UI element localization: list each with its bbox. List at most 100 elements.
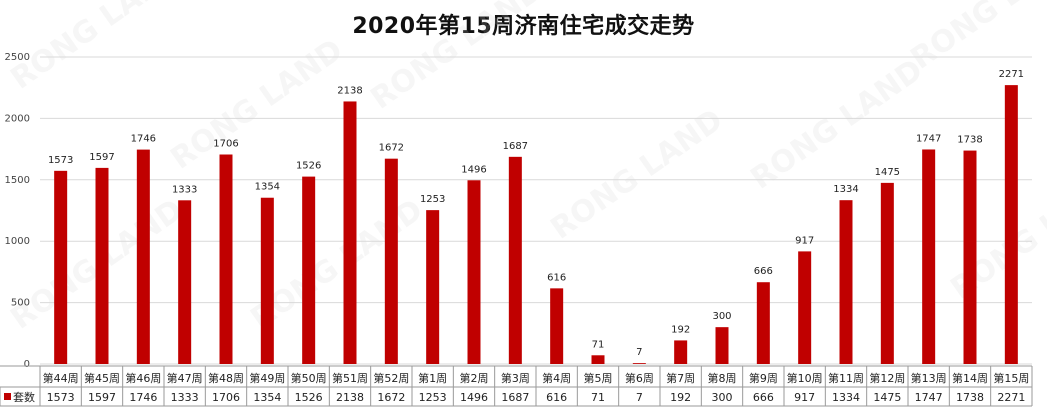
category-label: 第12周 (869, 371, 905, 385)
category-label: 第13周 (911, 371, 947, 385)
category-label: 第5周 (584, 371, 613, 385)
y-tick-label: 500 (11, 298, 30, 309)
chart-title: 2020年第15周济南住宅成交走势 (352, 14, 695, 39)
table-value: 71 (591, 391, 605, 404)
category-label: 第15周 (993, 371, 1029, 385)
data-label: 616 (547, 272, 566, 283)
category-label: 第46周 (125, 371, 161, 385)
bar (54, 170, 68, 364)
data-label: 1573 (48, 155, 73, 166)
category-label: 第45周 (84, 371, 120, 385)
bar (880, 182, 894, 364)
y-tick-label: 1500 (5, 175, 30, 186)
bar (219, 154, 233, 364)
bar (343, 101, 357, 364)
watermark-logo: RONG LAND (545, 103, 730, 247)
category-label: 第49周 (249, 371, 285, 385)
data-label: 300 (712, 311, 731, 322)
table-value: 917 (794, 391, 815, 404)
watermark-logo: RONG LAND (165, 33, 350, 177)
data-label: 1496 (461, 164, 486, 175)
bar (550, 288, 564, 364)
table-value: 7 (636, 391, 643, 404)
y-tick-label: 2000 (5, 113, 30, 124)
y-tick-label: 0 (24, 359, 30, 370)
data-label: 917 (795, 235, 814, 246)
table-value: 1526 (295, 391, 323, 404)
data-label: 1475 (875, 167, 900, 178)
table-value: 1738 (956, 391, 984, 404)
table-value: 2138 (336, 391, 364, 404)
data-label: 1747 (916, 133, 941, 144)
category-label: 第52周 (373, 371, 409, 385)
category-label: 第3周 (501, 371, 530, 385)
data-label: 1738 (957, 135, 982, 146)
bar (963, 150, 977, 364)
bar (384, 158, 398, 364)
data-label: 192 (671, 324, 690, 335)
data-label: 1746 (131, 134, 156, 145)
table-value: 1475 (873, 391, 901, 404)
table-value: 1253 (419, 391, 447, 404)
category-label: 第8周 (708, 371, 737, 385)
data-label: 1333 (172, 184, 197, 195)
watermark-logo: RONG LAND (945, 163, 1047, 307)
table-value: 300 (712, 391, 733, 404)
category-label: 第51周 (332, 371, 368, 385)
data-label: 1672 (379, 143, 404, 154)
data-label: 666 (754, 266, 773, 277)
y-tick-label: 1000 (5, 236, 30, 247)
category-label: 第11周 (828, 371, 864, 385)
table-value: 666 (753, 391, 774, 404)
category-label: 第48周 (208, 371, 244, 385)
category-label: 第9周 (749, 371, 778, 385)
data-label: 1597 (89, 152, 114, 163)
table-value: 1687 (501, 391, 529, 404)
table-value: 1672 (377, 391, 405, 404)
data-label: 1687 (503, 141, 528, 152)
table-value: 1747 (915, 391, 943, 404)
table-value: 1354 (253, 391, 281, 404)
y-tick-label: 2500 (5, 52, 30, 63)
data-label: 1253 (420, 194, 445, 205)
watermark-logo: RONG LAND (5, 0, 190, 97)
data-label: 1334 (833, 184, 858, 195)
category-label: 第44周 (43, 371, 79, 385)
watermark-logo: RONG LAND (365, 0, 550, 117)
bar (591, 355, 605, 364)
category-label: 第7周 (666, 371, 695, 385)
bar (1004, 85, 1018, 364)
category-label: 第50周 (291, 371, 327, 385)
category-label: 第14周 (952, 371, 988, 385)
table-value: 1597 (88, 391, 116, 404)
bar (922, 149, 936, 364)
category-label: 第47周 (167, 371, 203, 385)
bar (839, 200, 853, 364)
category-label: 第4周 (542, 371, 571, 385)
bar (426, 210, 440, 364)
table-value: 616 (546, 391, 567, 404)
table-value: 2271 (997, 391, 1025, 404)
data-label: 2271 (999, 69, 1024, 80)
table-value: 1334 (832, 391, 860, 404)
table-value: 1706 (212, 391, 240, 404)
bar (178, 200, 192, 364)
data-label: 1526 (296, 161, 321, 172)
bar (302, 176, 316, 364)
table-value: 1746 (129, 391, 157, 404)
bar (632, 363, 646, 364)
bar (95, 167, 109, 364)
bar (136, 149, 150, 364)
bar (756, 282, 770, 364)
table-value: 1496 (460, 391, 488, 404)
bar (467, 180, 481, 364)
bar (798, 251, 812, 364)
table-value: 192 (670, 391, 691, 404)
data-label: 1706 (213, 139, 238, 150)
data-label: 7 (636, 347, 642, 358)
data-label: 71 (592, 339, 605, 350)
category-label: 第6周 (625, 371, 654, 385)
category-label: 第10周 (787, 371, 823, 385)
